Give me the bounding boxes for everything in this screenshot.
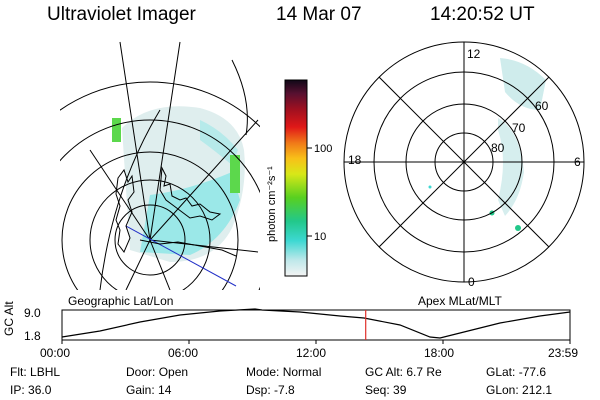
- xtick-1800: 18:00: [424, 346, 455, 360]
- info-gc-alt: GC Alt: 6.7 Re: [365, 365, 442, 379]
- xtick-2359: 23:59: [548, 346, 579, 360]
- coastline: [139, 239, 237, 257]
- emission-region: [230, 155, 240, 193]
- emission-region: [500, 58, 546, 110]
- geographic-map: [60, 41, 260, 290]
- emission-region: [200, 120, 238, 165]
- info-gain: Gain: 14: [126, 383, 172, 397]
- altitude-ytick-high: 9.0: [24, 306, 41, 320]
- apex-label: Apex MLat/MLT: [418, 294, 502, 308]
- xtick-0000: 00:00: [40, 346, 71, 360]
- mlt-label-0: 0: [468, 275, 475, 289]
- coastline: [159, 166, 222, 221]
- info-seq: Seq: 39: [365, 383, 407, 397]
- mlt-label-18: 18: [348, 153, 362, 167]
- time-label: 14:20:52 UT: [430, 4, 535, 25]
- lat-label-60: 60: [535, 99, 549, 113]
- info-mode: Mode: Normal: [246, 365, 322, 379]
- info-door: Door: Open: [126, 365, 189, 379]
- emission-spot: [515, 225, 521, 231]
- info-ip: IP: 36.0: [10, 383, 52, 397]
- colorbar: [284, 79, 308, 277]
- info-glat: GLat: -77.6: [486, 365, 547, 379]
- altitude-curve: [61, 308, 571, 339]
- emission-region: [112, 118, 121, 142]
- xtick-0600: 06:00: [168, 346, 199, 360]
- emission-region: [140, 172, 240, 255]
- colorbar-unit-label: photon cm⁻²s⁻¹: [266, 166, 278, 242]
- altitude-ylabel: GC Alt: [2, 301, 16, 336]
- info-glon: GLon: 212.1: [486, 383, 553, 397]
- geographic-label: Geographic Lat/Lon: [68, 294, 174, 308]
- emission-spot: [428, 185, 432, 189]
- altitude-ytick-low: 1.8: [24, 329, 41, 343]
- mlt-label-12: 12: [467, 47, 481, 61]
- instrument-title: Ultraviolet Imager: [47, 4, 196, 25]
- info-dsp: Dsp: -7.8: [246, 383, 295, 397]
- date-label: 14 Mar 07: [276, 4, 362, 25]
- emission-region: [498, 118, 524, 216]
- colorbar-tick-10: 10: [314, 231, 326, 243]
- xtick-1200: 12:00: [296, 346, 327, 360]
- colorbar-tick-100: 100: [314, 143, 332, 155]
- mlt-label-6: 6: [574, 155, 581, 169]
- lat-label-70: 70: [512, 121, 526, 135]
- polar-mlt-plot: 12 18 6 0 60 70 80: [343, 41, 585, 289]
- altitude-chart: [61, 308, 571, 344]
- lat-label-80: 80: [491, 141, 505, 155]
- info-filter: Flt: LBHL: [10, 365, 61, 379]
- coastline: [115, 168, 135, 253]
